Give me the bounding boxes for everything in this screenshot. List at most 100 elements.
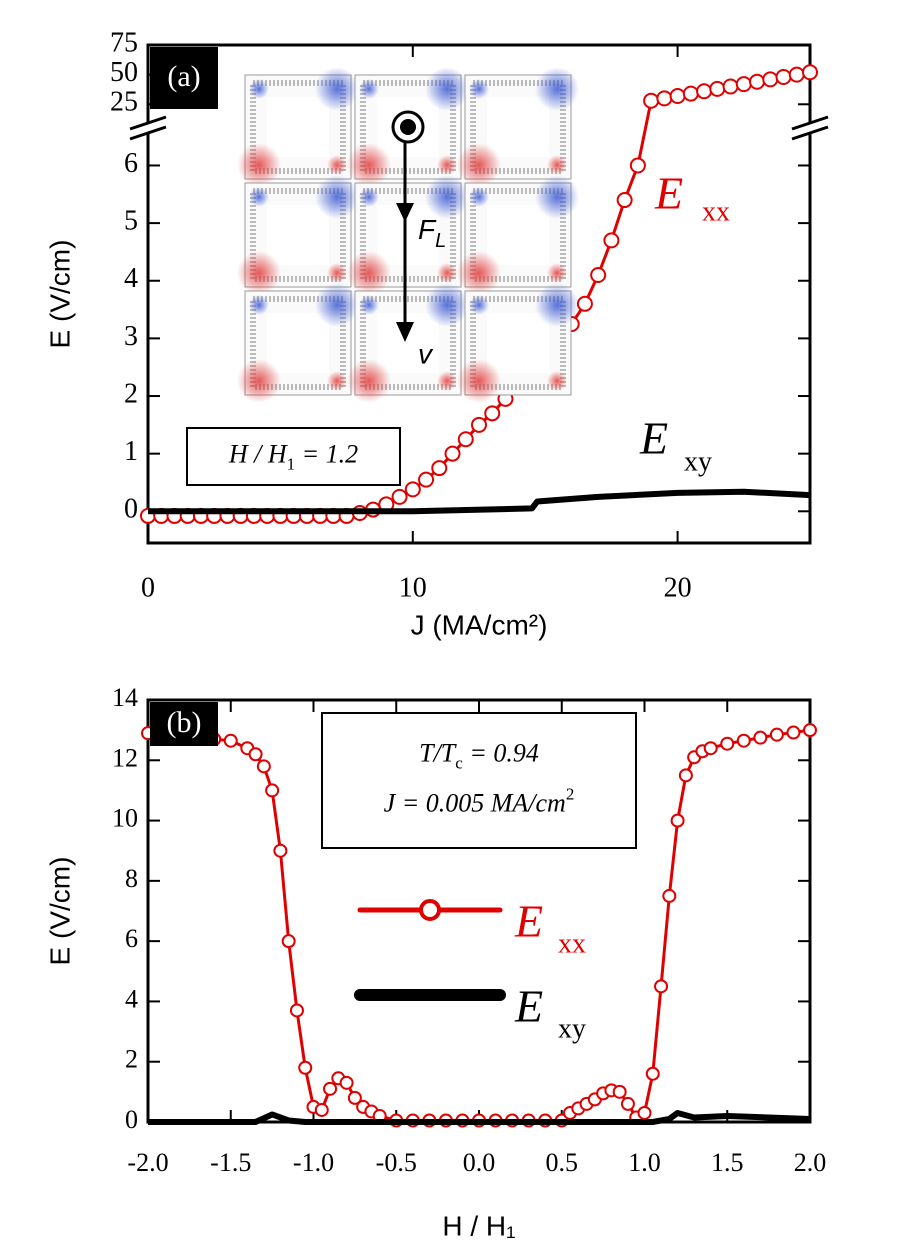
red-spot	[347, 251, 391, 295]
red-spot	[437, 263, 457, 283]
y-tick-label: 2	[125, 1045, 138, 1074]
blue-spot	[359, 79, 379, 99]
blue-spot	[359, 295, 379, 315]
series-line	[148, 488, 811, 515]
y-tick-label: 6	[125, 924, 138, 953]
cell-hole	[267, 97, 329, 157]
note-segment: 2	[566, 785, 575, 804]
series-name-sub: xy	[684, 446, 712, 477]
force-label: FL	[418, 214, 446, 252]
data-point	[444, 445, 461, 462]
cell-hole	[487, 97, 549, 157]
blue-spot	[535, 175, 579, 219]
note-box	[186, 427, 401, 486]
red-spot	[327, 371, 347, 391]
data-point	[645, 1066, 660, 1081]
red-spot	[457, 251, 501, 295]
x-axis-label: H / H₁	[442, 1210, 515, 1241]
series-name: E	[639, 413, 668, 464]
cell-pattern	[360, 80, 456, 174]
note-segment: H / H	[228, 439, 288, 468]
arrow-head	[396, 322, 414, 342]
data-point	[616, 192, 633, 209]
note-segment: = 1.2	[295, 439, 358, 468]
cell-hole	[487, 205, 549, 265]
cell-hole	[487, 313, 549, 373]
blue-spot	[249, 295, 269, 315]
series-name-sub: xx	[702, 196, 730, 227]
red-spot	[237, 359, 281, 403]
data-point	[643, 92, 660, 109]
y-tick-label: 1	[124, 436, 138, 467]
x-tick-label: 1.5	[711, 1148, 744, 1177]
note-segment: c	[455, 754, 463, 773]
y-tick-label: 14	[112, 683, 138, 712]
data-point	[722, 78, 739, 95]
arrow-head	[396, 203, 414, 222]
blue-spot	[425, 175, 469, 219]
data-point	[786, 725, 801, 740]
x-tick-label: 1.0	[628, 1148, 661, 1177]
series-name: E	[514, 981, 543, 1032]
blue-spot	[469, 295, 489, 315]
data-point	[265, 783, 280, 798]
data-point	[223, 733, 238, 748]
field-dot	[400, 119, 416, 135]
y-tick-label: 10	[112, 804, 138, 833]
blue-spot	[359, 187, 379, 207]
blue-spot	[315, 283, 359, 327]
axis-break-mark	[129, 115, 167, 131]
vortex-inset: FLv	[237, 67, 579, 403]
y-tick-label: 0	[125, 1105, 138, 1134]
red-spot	[547, 155, 567, 175]
data-point	[418, 471, 435, 488]
series-name: E	[514, 896, 543, 947]
data-point	[736, 733, 751, 748]
axis-break-gap	[138, 123, 158, 133]
x-tick-label: -0.5	[376, 1148, 417, 1177]
red-spot	[347, 143, 391, 187]
y-tick-label: 25	[110, 87, 138, 118]
axis-break-mark	[791, 115, 829, 131]
axis-break-mark	[129, 125, 167, 141]
data-point	[391, 488, 408, 505]
data-point	[662, 888, 677, 903]
note-segment: J = 0.005 MA/cm	[384, 788, 566, 817]
data-point	[678, 768, 693, 783]
note-text: T/Tc = 0.94	[419, 738, 539, 772]
data-point	[620, 1096, 635, 1111]
y-tick-label: 4	[125, 984, 138, 1013]
y-tick-label: 5	[124, 206, 138, 237]
cell-pattern	[470, 188, 566, 282]
data-point	[762, 71, 779, 88]
note-box	[321, 712, 637, 849]
y-tick-label: 2	[124, 378, 138, 409]
series-name-sub: xx	[558, 928, 586, 959]
series-line	[148, 1109, 811, 1125]
data-point	[281, 934, 296, 949]
force-sub: L	[435, 230, 446, 252]
x-tick-label: 20	[664, 572, 692, 603]
x-tick-label: -1.5	[210, 1148, 251, 1177]
data-point	[735, 76, 752, 93]
cell-pattern	[250, 80, 346, 174]
blue-spot	[469, 187, 489, 207]
cell-hole	[267, 205, 329, 265]
data-point	[457, 431, 474, 448]
note-segment: T/T	[419, 738, 457, 767]
data-point	[788, 66, 805, 83]
red-spot	[347, 359, 391, 403]
note-text: H / H1 = 1.2	[228, 439, 358, 473]
blue-spot	[249, 79, 269, 99]
data-point	[670, 813, 685, 828]
data-point	[314, 1102, 329, 1117]
blue-spot	[469, 79, 489, 99]
blue-spot	[535, 67, 579, 111]
x-tick-label: 2.0	[794, 1148, 827, 1177]
data-point	[431, 460, 448, 477]
blue-spot	[425, 283, 469, 327]
cell-pattern	[360, 188, 456, 282]
data-point	[256, 759, 271, 774]
data-point	[603, 232, 620, 249]
